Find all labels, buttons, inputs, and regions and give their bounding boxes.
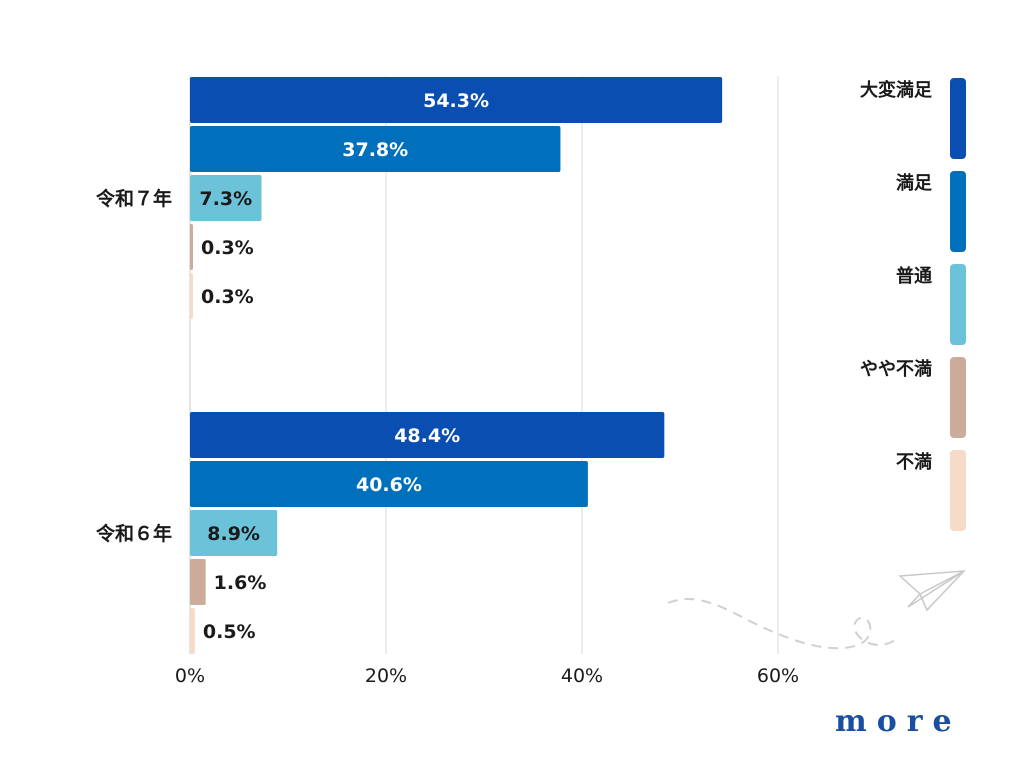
legend-swatch xyxy=(950,357,966,438)
value-labels: 54.3% 37.8% 7.3% 0.3% 0.3% 48.4% 40.6% 8.9% 1.6%… xyxy=(199,90,489,643)
y-category-label: 令和７年 xyxy=(96,187,172,210)
data-label: 7.3% xyxy=(199,188,252,210)
legend-swatch xyxy=(950,450,966,531)
x-axis-ticks: 0% 20% 40% 60% xyxy=(175,665,799,687)
data-label: 1.6% xyxy=(214,572,267,594)
bar xyxy=(190,559,206,605)
bar xyxy=(190,175,262,221)
bars xyxy=(190,77,723,654)
paper-plane-icon xyxy=(667,570,966,650)
x-tick-label: 60% xyxy=(757,665,799,687)
data-label: 0.3% xyxy=(201,237,254,259)
bar xyxy=(190,224,193,270)
bar xyxy=(190,126,561,172)
legend-label: 不満 xyxy=(896,451,932,473)
legend-label: 満足 xyxy=(896,172,932,194)
data-label: 0.5% xyxy=(203,621,256,643)
x-tick-label: 20% xyxy=(365,665,407,687)
data-label: 40.6% xyxy=(356,474,422,496)
y-category-label: 令和６年 xyxy=(96,522,172,545)
bar xyxy=(190,273,193,319)
grid xyxy=(189,76,779,654)
x-tick-label: 40% xyxy=(561,665,603,687)
legend-swatch xyxy=(950,264,966,345)
bar xyxy=(190,510,278,556)
x-tick-label: 0% xyxy=(175,665,205,687)
legend-label: 普通 xyxy=(896,265,932,287)
bar xyxy=(190,77,723,123)
legend-swatch xyxy=(950,171,966,252)
more-logo: more xyxy=(835,704,962,739)
data-label: 37.8% xyxy=(342,139,408,161)
legend-swatch xyxy=(950,78,966,159)
bar xyxy=(190,461,588,507)
legend-label: 大変満足 xyxy=(860,79,932,101)
data-label: 54.3% xyxy=(423,90,489,112)
data-label: 0.3% xyxy=(201,286,254,308)
data-label: 8.9% xyxy=(207,523,260,545)
bar xyxy=(190,412,665,458)
data-label: 48.4% xyxy=(394,425,460,447)
legend-label: やや不満 xyxy=(860,358,932,380)
bar xyxy=(190,608,195,654)
